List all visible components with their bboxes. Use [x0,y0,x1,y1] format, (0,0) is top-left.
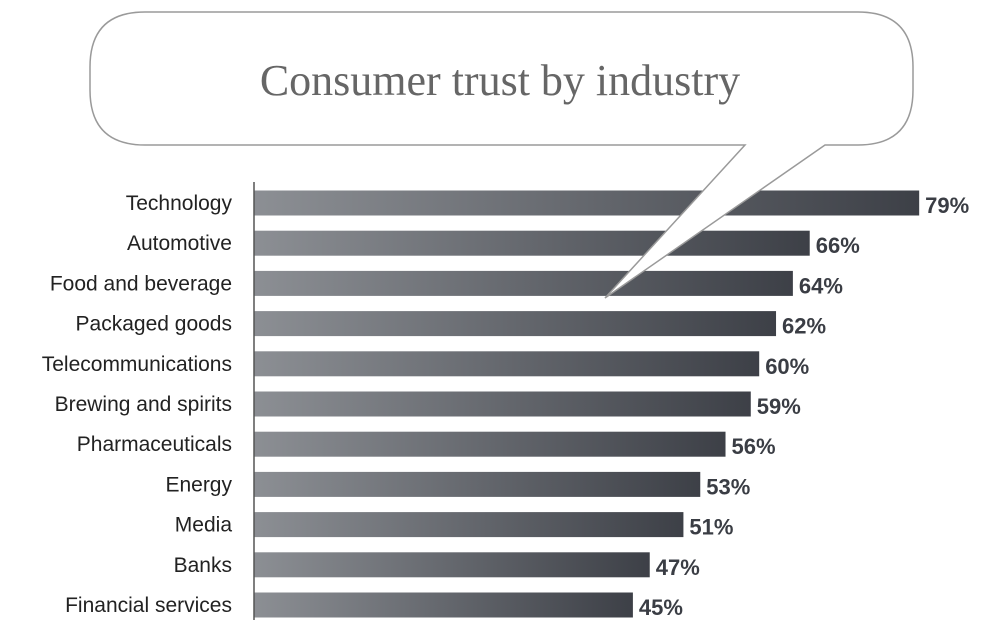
value-label-0: 79% [925,193,969,218]
bars-layer [254,190,920,618]
value-label-6: 56% [732,434,776,459]
bar-5 [254,391,751,417]
value-label-7: 53% [706,474,750,499]
value-label-4: 60% [765,354,809,379]
value-label-9: 47% [656,555,700,580]
category-label-3: Packaged goods [76,313,232,336]
value-label-3: 62% [782,314,826,339]
bar-0 [254,190,920,216]
value-label-1: 66% [816,233,860,258]
bar-10 [254,592,633,618]
category-label-6: Pharmaceuticals [77,433,232,456]
value-label-2: 64% [799,273,843,298]
category-labels: Technology Automotive Food and beverage Pac… [42,192,233,617]
bar-4 [254,351,760,377]
category-label-9: Banks [174,554,232,577]
value-label-10: 45% [639,595,683,620]
bar-8 [254,512,684,538]
category-label-10: Financial services [65,594,232,617]
category-label-1: Automotive [127,232,232,255]
category-label-2: Food and beverage [50,272,232,295]
value-labels: 79% 66% 64% 62% 60% 59% 56% 53% 51% 47% 45% [639,193,969,620]
speech-bubble [89,11,914,299]
chart-title: Consumer trust by industry [260,56,740,105]
bar-2 [254,270,793,296]
bar-9 [254,552,650,578]
bar-1 [254,230,810,256]
value-label-5: 59% [757,394,801,419]
category-label-7: Energy [165,473,232,496]
value-label-8: 51% [689,515,733,540]
category-label-5: Brewing and spirits [55,393,232,416]
category-label-4: Telecommunications [42,353,232,376]
category-label-8: Media [175,514,233,537]
category-label-0: Technology [126,192,233,215]
bar-6 [254,431,726,457]
bar-7 [254,471,701,497]
bar-3 [254,311,777,337]
